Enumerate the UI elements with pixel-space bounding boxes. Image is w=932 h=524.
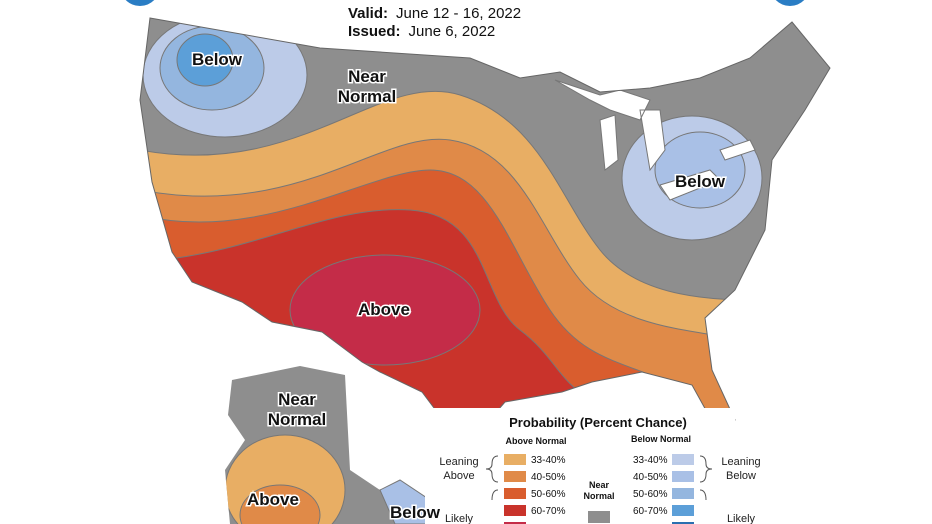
legend-swatch: [504, 522, 526, 524]
legend-box: [425, 408, 735, 524]
legend-range: 60-70%: [531, 506, 566, 517]
valid-label: Valid:: [348, 5, 388, 22]
legend-likely-below: Likely: [727, 513, 756, 524]
region-label: Above: [358, 300, 410, 319]
region-label-line: Normal: [268, 410, 327, 429]
header: Issued: June 6, 2022: [348, 23, 495, 40]
legend-leaning-above-line: Leaning: [439, 456, 478, 468]
legend-range: 60-70%: [633, 506, 668, 517]
legend-range: 40-50%: [633, 472, 668, 483]
legend-leaning-below-line: Leaning: [721, 456, 760, 468]
legend-range: 33-40%: [531, 455, 566, 466]
above-70-80: [289, 254, 481, 366]
legend-bracket: [699, 489, 707, 501]
legend-near-normal-line: Normal: [583, 491, 614, 501]
legend-near-normal-line: Near: [589, 480, 610, 490]
region-label-line: Below: [390, 503, 441, 522]
legend-bracket: [699, 455, 713, 483]
great-lakes: [554, 79, 756, 201]
legend-near-normal: Near Normal: [583, 480, 614, 501]
region-label: Below: [192, 50, 243, 69]
legend-swatch: [504, 505, 526, 516]
above-40-50: [239, 484, 321, 524]
legend-leaning-below: Leaning Below: [721, 456, 760, 482]
legend-swatch: [672, 454, 694, 465]
legend-bracket: [485, 455, 499, 483]
legend-swatch: [672, 522, 694, 524]
below-50-60: [176, 33, 234, 87]
legend-swatch: [672, 505, 694, 516]
legend-likely-below-line: Likely: [727, 513, 756, 524]
header: Valid: June 12 - 16, 2022: [348, 5, 521, 22]
legend-title: Probability (Percent Chance): [509, 415, 687, 430]
legend-likely-above-line: Likely: [445, 513, 474, 524]
logo: [125, 0, 155, 6]
legend-swatch: [504, 471, 526, 482]
region-label-line: Normal: [338, 87, 397, 106]
legend-range: 40-50%: [531, 472, 566, 483]
region-label-line: Below: [192, 50, 243, 69]
legend-range: 50-60%: [531, 489, 566, 500]
region-label-line: Near: [278, 390, 316, 409]
legend-range: 50-60%: [633, 489, 668, 500]
valid-date: June 12 - 16, 2022: [396, 5, 521, 22]
legend-range: 33-40%: [633, 455, 668, 466]
legend-swatch: [672, 488, 694, 499]
issued-date: June 6, 2022: [409, 23, 496, 40]
region-label: Near Normal: [268, 390, 327, 429]
legend-leaning-above: Leaning Above: [439, 456, 478, 482]
region-label-line: Below: [675, 172, 726, 191]
legend-bracket: [491, 489, 499, 501]
region-label-line: Near: [348, 67, 386, 86]
issued-label: Issued:: [348, 23, 401, 40]
legend-swatch: [504, 454, 526, 465]
legend-swatch: [588, 511, 610, 523]
region-label: Below: [390, 503, 441, 522]
legend-swatch: [504, 488, 526, 499]
region-label: Above: [247, 490, 299, 509]
region-label-line: Above: [247, 490, 299, 509]
region-label: Near Normal: [338, 67, 397, 106]
legend-swatch: [672, 471, 694, 482]
region-label-line: Above: [358, 300, 410, 319]
legend-above-header: Above Normal: [505, 436, 566, 446]
region-label: Below: [675, 172, 726, 191]
legend-below-header: Below Normal: [631, 434, 691, 444]
legend-leaning-above-line: Above: [443, 470, 474, 482]
legend-likely-above: Likely: [445, 513, 474, 524]
legend-leaning-below-line: Below: [726, 470, 756, 482]
logo: [775, 0, 805, 6]
